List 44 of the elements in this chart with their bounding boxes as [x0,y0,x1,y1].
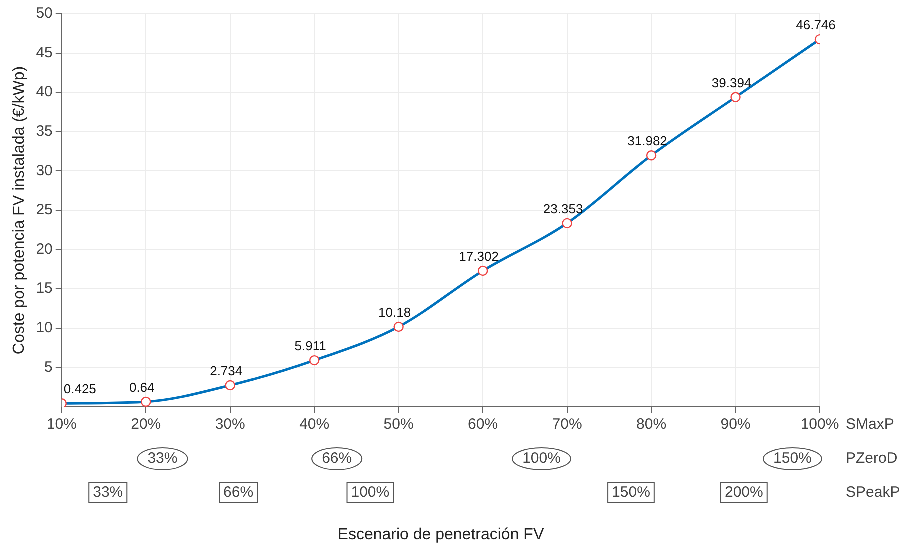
text: SPeakP [846,484,900,502]
data-label: 23.353 [543,202,584,217]
data-label: 0.64 [129,380,155,396]
text: 100% [522,450,561,468]
x-tick-label: 20% [131,416,162,434]
x-tick-label: 50% [384,416,414,434]
text: 33% [148,450,178,468]
data-label: 10.18 [378,305,412,320]
text: SMaxP [846,416,894,434]
data-label: 17.302 [459,249,499,264]
text: Escenario de penetración FV [338,526,544,544]
x-tick-label: 60% [468,416,498,434]
y-tick-label: 45 [36,44,53,62]
data-label: 39.394 [712,75,752,90]
text: 66% [224,484,254,502]
y-tick-label: 25 [36,202,53,219]
x-tick-label: 90% [720,416,751,434]
x-tick-label: 80% [636,416,667,434]
y-tick-label: 20 [36,240,53,258]
y-tick-label: 50 [36,5,53,22]
text: 150% [774,450,812,468]
data-label: 46.746 [796,18,836,33]
y-axis-title: Coste por potencia FV instalada (€/kWp) [11,66,28,355]
y-tick-label: 5 [44,358,53,376]
y-tick-label: 40 [36,84,53,101]
data-label: 0.425 [64,382,96,397]
y-tick-label: 10 [36,320,53,337]
y-tick-label: 15 [36,280,53,298]
y-tick-label: 30 [36,162,53,180]
text: 100% [351,484,390,502]
text: 33% [93,484,124,502]
x-tick-label: 100% [800,416,840,434]
text: 66% [322,450,352,468]
data-label: 31.982 [628,134,668,149]
y-tick-label: 35 [36,123,53,140]
data-label: 5.911 [294,338,326,354]
x-tick-label: 70% [552,416,582,434]
text: PZeroD [846,450,898,468]
data-label: 2.734 [210,364,243,379]
text: 150% [612,484,650,502]
x-tick-label: 30% [215,416,246,434]
x-tick-label: 40% [300,416,330,434]
text: 200% [725,484,764,502]
x-tick-label: 10% [46,416,77,434]
